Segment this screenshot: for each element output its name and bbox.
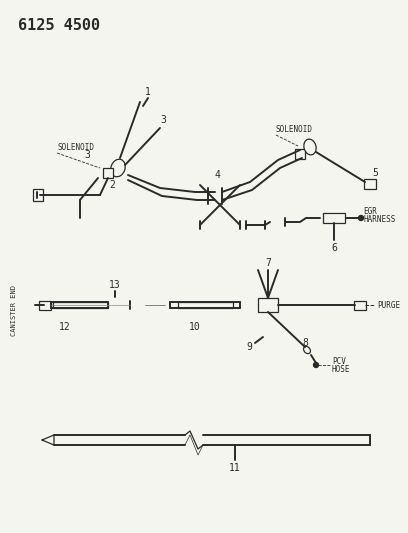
Text: 8: 8 <box>302 338 308 348</box>
Text: 7: 7 <box>265 258 271 268</box>
Bar <box>364 179 376 189</box>
Text: 5: 5 <box>372 168 378 178</box>
Text: 3: 3 <box>160 115 166 125</box>
Text: HOSE: HOSE <box>332 365 350 374</box>
Bar <box>323 213 345 223</box>
Text: 11: 11 <box>229 463 241 473</box>
Bar <box>33 189 43 201</box>
Text: 6125 4500: 6125 4500 <box>18 18 100 33</box>
Text: 3: 3 <box>84 150 90 160</box>
Text: HARNESS: HARNESS <box>363 214 395 223</box>
Bar <box>295 149 305 159</box>
Ellipse shape <box>304 139 316 155</box>
Text: SOLENOID: SOLENOID <box>57 143 94 152</box>
Bar <box>177 302 233 308</box>
Bar <box>39 301 51 310</box>
Circle shape <box>313 362 319 367</box>
Text: 6: 6 <box>331 243 337 253</box>
Text: SOLENOID: SOLENOID <box>276 125 313 134</box>
Text: 2: 2 <box>109 180 115 190</box>
Text: 1: 1 <box>145 87 151 97</box>
Text: 10: 10 <box>189 322 201 332</box>
Circle shape <box>359 215 364 221</box>
Text: 9: 9 <box>246 342 252 352</box>
Text: 4: 4 <box>214 170 220 180</box>
Text: PCV: PCV <box>332 358 346 367</box>
Text: 13: 13 <box>109 280 121 290</box>
Text: 12: 12 <box>59 322 71 332</box>
Bar <box>53 302 107 308</box>
Ellipse shape <box>304 346 310 353</box>
Bar <box>258 298 278 312</box>
Text: CANISTER END: CANISTER END <box>11 285 17 335</box>
Bar <box>354 301 366 310</box>
Bar <box>103 168 113 178</box>
Text: PURGE: PURGE <box>377 301 400 310</box>
Ellipse shape <box>111 159 125 177</box>
Text: EGR: EGR <box>363 207 377 216</box>
